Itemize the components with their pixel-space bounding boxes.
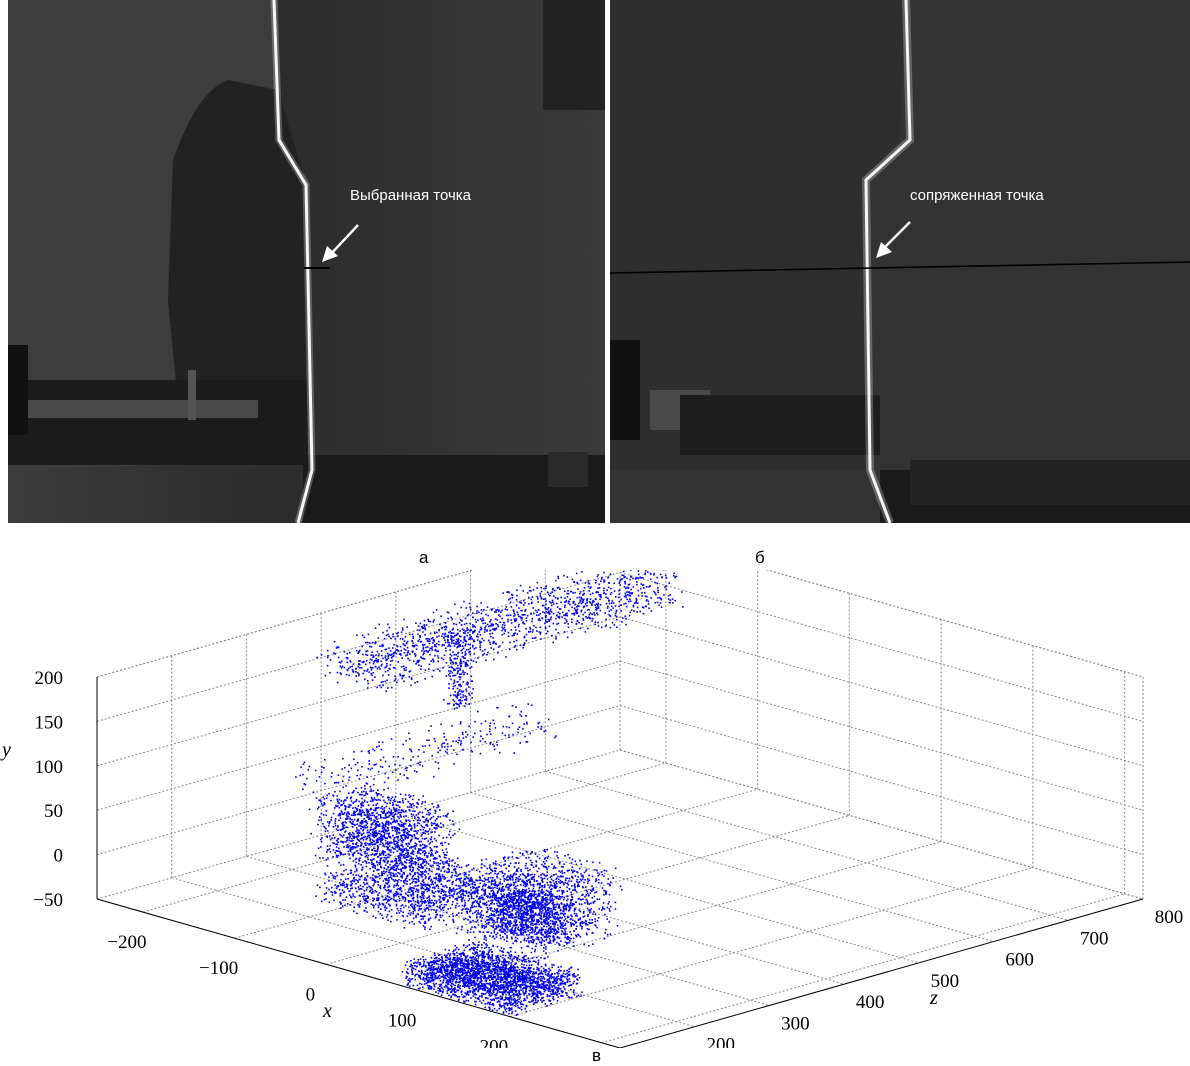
z-tick-label: 400 — [856, 992, 885, 1013]
x-tick-label: −100 — [199, 958, 238, 979]
x-tick-label: 0 — [306, 984, 316, 1005]
y-tick-label: −50 — [33, 890, 63, 911]
y-tick-label: 50 — [44, 801, 63, 822]
grid-line-floor-z — [396, 814, 919, 963]
cloud-upper-plate — [309, 782, 461, 879]
point-cloud — [295, 570, 684, 1016]
x-tick-label: 100 — [388, 1010, 417, 1031]
caption-c: в — [592, 1046, 601, 1066]
grid-line-wall-y — [620, 570, 1143, 677]
z-axis-line — [620, 899, 1143, 1048]
z-tick-label: 200 — [706, 1035, 735, 1048]
cloud-top-strip — [316, 570, 683, 692]
y-tick-label: 100 — [35, 757, 64, 778]
x-axis-label: x — [322, 1000, 332, 1022]
z-tick-label: 800 — [1155, 907, 1184, 928]
grid-line-wall-y — [620, 617, 1143, 766]
box-edge — [620, 570, 1143, 677]
grid-line-floor-z — [545, 771, 1068, 920]
z-tick-label: 600 — [1005, 950, 1034, 971]
grid-line-wall-y — [620, 750, 1143, 899]
z-tick-label: 300 — [781, 1013, 810, 1034]
grid-line-floor-z — [321, 835, 844, 984]
grid-line-floor-z — [172, 878, 695, 1027]
y-tick-label: 0 — [54, 846, 64, 867]
stereo-image-right: сопряженная точка — [610, 0, 1190, 523]
grid-line-wall-y — [97, 750, 620, 899]
caption-a: а — [419, 548, 428, 568]
grid-line-wall-y — [620, 706, 1143, 855]
y-tick-label: 200 — [35, 668, 64, 689]
caption-b: б — [755, 548, 765, 568]
point-cloud-3d-plot: −50050100150200−200−10001002003001002003… — [0, 570, 1190, 1048]
z-axis-label: z — [929, 987, 938, 1009]
grid-line-wall-y — [97, 661, 620, 810]
cloud-scattered-line — [295, 703, 557, 796]
grid-line-wall-y — [620, 661, 1143, 810]
grid-line-wall-y — [620, 572, 1143, 721]
cloud-floor-blob — [402, 942, 583, 1016]
y-axis-label: y — [0, 739, 11, 761]
annotation-selected-point: Выбранная точка — [350, 187, 472, 204]
x-tick-label: 200 — [480, 1037, 509, 1048]
cloud-vertical-stroke — [443, 636, 475, 710]
z-tick-label: 700 — [1080, 928, 1109, 949]
y-tick-label: 150 — [35, 712, 64, 733]
stereo-image-left: Выбранная точка — [8, 0, 605, 523]
grid-line-wall-y — [97, 572, 620, 721]
x-tick-label: −200 — [107, 932, 146, 953]
plot-grid — [97, 570, 1143, 1048]
annotation-conjugate-point: сопряженная точка — [910, 187, 1044, 204]
